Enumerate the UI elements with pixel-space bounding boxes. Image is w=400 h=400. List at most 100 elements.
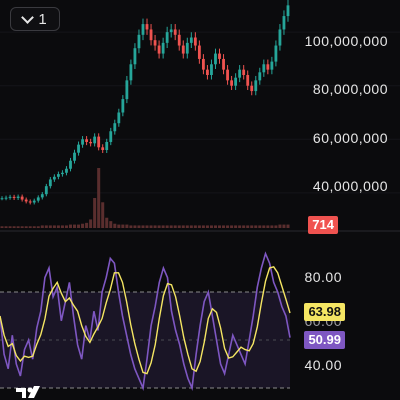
price-axis-label: 100,000,000 — [304, 33, 388, 49]
volume-bar — [32, 226, 36, 228]
volume-bar — [28, 226, 32, 228]
volume-bar — [89, 219, 93, 228]
candle-body — [40, 194, 44, 198]
volume-bar — [262, 225, 266, 228]
volume-bar — [274, 225, 278, 228]
candle-body — [77, 144, 80, 153]
candle-body — [93, 136, 97, 144]
candle-body — [222, 58, 225, 70]
candle-body — [189, 37, 193, 43]
candle-body — [145, 24, 149, 30]
volume-bar — [141, 225, 145, 228]
candle-body — [105, 141, 109, 150]
interval-label: 1 — [38, 10, 47, 28]
volume-bar — [73, 224, 77, 228]
volume-bar — [113, 223, 117, 228]
volume-bar — [16, 226, 20, 228]
candle-body — [197, 45, 201, 59]
rsi-axis-label: 40.00 — [304, 357, 342, 373]
volume-bar — [60, 225, 64, 228]
volume-bar — [246, 225, 250, 228]
volume-bar — [185, 225, 189, 228]
volume-bar — [169, 225, 173, 228]
candle-body — [230, 80, 234, 86]
candle-body — [129, 64, 133, 81]
candle-body — [36, 197, 40, 201]
volume-bar — [161, 225, 165, 228]
volume-bar — [254, 225, 258, 228]
volume-bar — [117, 224, 121, 228]
tradingview-logo-icon — [16, 386, 40, 398]
candle-body — [97, 136, 101, 148]
price-pane[interactable] — [0, 0, 400, 232]
volume-bar — [4, 226, 8, 228]
price-axis-label: 60,000,000 — [312, 130, 388, 146]
volume-bar — [238, 225, 242, 228]
volume-bar — [121, 224, 125, 228]
volume-bar — [250, 225, 254, 228]
candle-body — [165, 32, 169, 43]
candle-body — [250, 85, 254, 92]
volume-value-badge: 714 — [308, 216, 338, 234]
volume-bar — [201, 225, 205, 228]
volume-bar — [101, 202, 105, 228]
volume-bar — [177, 225, 181, 228]
candle-body — [65, 168, 68, 173]
volume-bar — [165, 225, 169, 228]
volume-bar — [109, 221, 113, 228]
volume-bar — [145, 225, 149, 228]
candle-body — [258, 72, 262, 81]
volume-bar — [12, 226, 16, 228]
volume-bar — [230, 225, 234, 228]
volume-bar — [173, 225, 177, 228]
candle-body — [4, 197, 8, 199]
candle-body — [109, 131, 113, 142]
volume-bar — [209, 225, 213, 228]
candle-body — [12, 196, 16, 198]
volume-bar — [81, 223, 85, 228]
volume-bar — [68, 224, 72, 228]
volume-bar — [133, 225, 137, 228]
interval-button[interactable]: 1 — [10, 7, 60, 31]
candle-body — [177, 34, 181, 46]
volume-bar — [205, 225, 209, 228]
volume-bar — [149, 225, 153, 228]
candle-body — [16, 196, 20, 198]
candle-body — [113, 123, 117, 132]
candle-body — [226, 69, 229, 81]
candle-body — [185, 42, 189, 54]
candle-body — [218, 53, 221, 59]
volume-bar — [77, 224, 81, 228]
volume-bar — [213, 225, 217, 228]
candle-body — [28, 201, 32, 203]
volume-bar — [44, 225, 48, 228]
candle-body — [69, 160, 72, 169]
candle-body — [169, 29, 173, 33]
volume-bar — [234, 225, 238, 228]
candle-body — [89, 141, 93, 144]
volume-bar — [93, 198, 97, 228]
candle-body — [81, 139, 84, 145]
candle-body — [24, 199, 28, 202]
volume-bar — [8, 226, 12, 228]
candle-body — [262, 64, 266, 73]
candle-body — [274, 45, 278, 62]
volume-bar — [36, 226, 40, 228]
candle-body — [125, 80, 129, 100]
volume-bar — [48, 225, 52, 228]
candle-body — [238, 69, 242, 78]
rsi-pane[interactable] — [0, 232, 400, 400]
candle-body — [44, 186, 48, 195]
candle-body — [173, 29, 177, 35]
candle-body — [121, 99, 125, 113]
rsi-ma-value-badge: 63.98 — [304, 303, 345, 321]
candle-body — [242, 69, 246, 75]
volume-bar — [20, 226, 24, 228]
volume-bar — [85, 222, 89, 228]
volume-bar — [105, 217, 109, 228]
volume-bar — [157, 225, 161, 228]
candle-body — [201, 58, 205, 70]
candle-body — [161, 42, 165, 54]
candle-body — [193, 37, 197, 46]
